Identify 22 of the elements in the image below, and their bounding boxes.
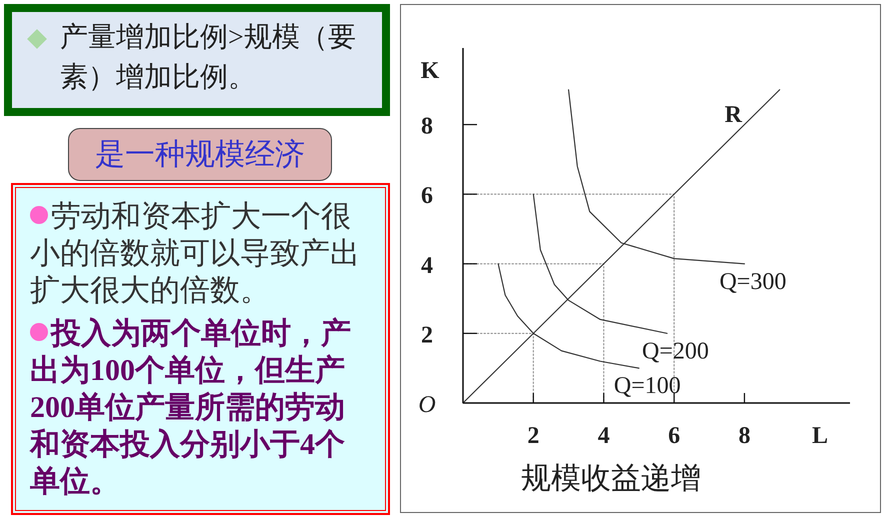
text: 投入为两个单位时，产出为100个单位，但生产200单位产量所需的劳动和资本投入分别小于4个单位。 [30,317,351,498]
line-series [532,194,668,334]
y-tick-label: 6 [421,183,433,210]
series-label: Q=100 [614,373,681,400]
y-tick-label: 8 [421,114,433,140]
line-series [498,263,640,369]
x-tick-label: 2 [527,423,540,449]
x-tick-label: 4 [598,423,610,449]
series-label: R [724,102,743,128]
series-label: Q=200 [642,338,709,364]
x-axis-title: L [812,423,828,449]
x-tick-label: 6 [668,423,680,449]
y-tick-label: O [418,392,436,418]
y-axis-title: K [420,58,440,84]
text: 是一种规模经济 [95,138,305,171]
y-tick-label: 4 [421,252,433,279]
text: 产量增加比例>规模（要素）增加比例。 [60,22,356,93]
text: 规模收益递增 [521,462,701,495]
x-tick-label: 8 [738,423,750,449]
text: 劳动和资本扩大一个很小的倍数就可以导致产出扩大很大的倍数。 [30,200,360,307]
y-tick-label: 2 [421,322,433,348]
series-label: Q=300 [719,268,786,295]
